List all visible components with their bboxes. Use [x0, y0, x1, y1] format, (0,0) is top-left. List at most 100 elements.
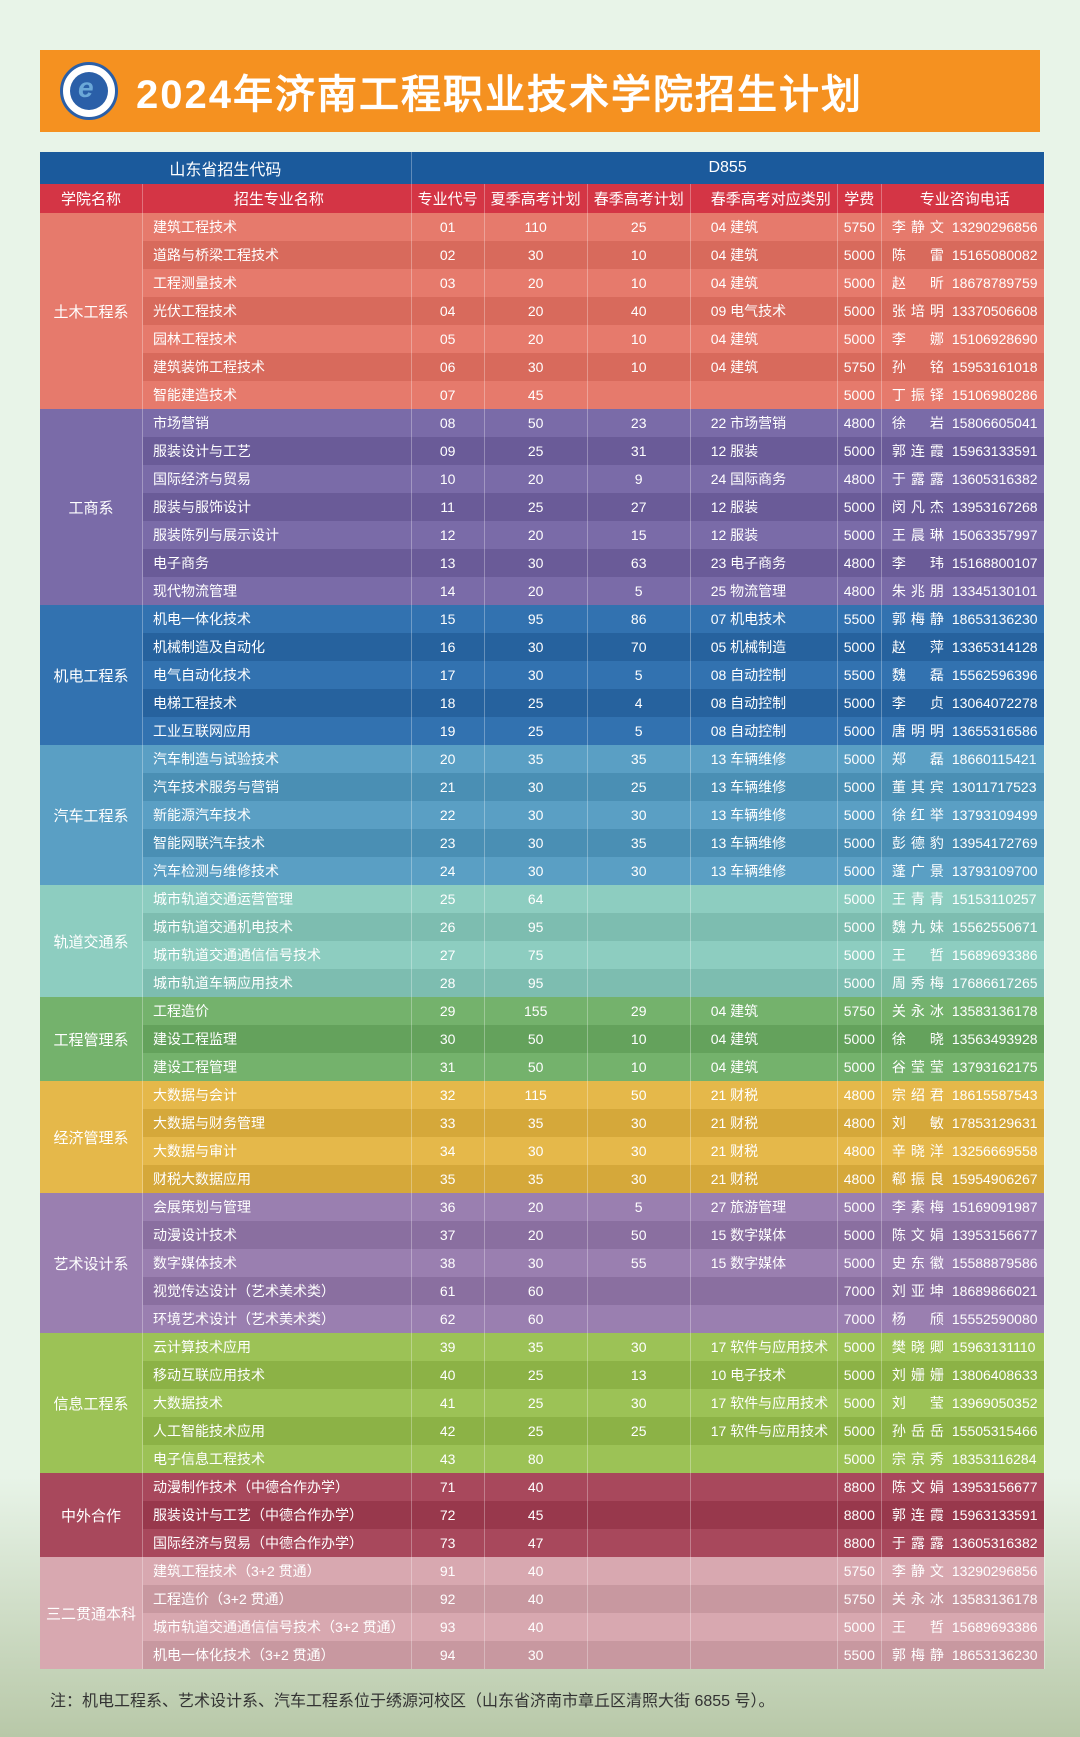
cell: 10 [587, 241, 690, 269]
cell: 电梯工程技术 [143, 689, 412, 717]
cell: 40 [484, 1585, 587, 1613]
cell: 10 [587, 1053, 690, 1081]
footnote: 注：机电工程系、艺术设计系、汽车工程系位于绣源河校区（山东省济南市章丘区清照大街… [40, 1681, 1040, 1717]
dept-name: 工商系 [40, 409, 143, 605]
contact-cell: 李 贞13064072278 [881, 689, 1044, 717]
cell: 63 [587, 549, 690, 577]
contact-cell: 闵凡杰13953167268 [881, 493, 1044, 521]
cell: 50 [484, 1025, 587, 1053]
cell: 5000 [837, 325, 881, 353]
cell: 13 车辆维修 [690, 745, 837, 773]
table-row: 环境艺术设计（艺术美术类）62607000杨 颀15552590080 [40, 1305, 1044, 1333]
cell [690, 1445, 837, 1473]
cell [587, 1277, 690, 1305]
cell: 20 [484, 577, 587, 605]
cell: 04 建筑 [690, 997, 837, 1025]
table-row: 服装陈列与展示设计12201512 服装5000王晨琳15063357997 [40, 521, 1044, 549]
table-row: 移动互联应用技术40251310 电子技术5000刘姗姗13806408633 [40, 1361, 1044, 1389]
dept-name: 工程管理系 [40, 997, 143, 1081]
table-row: 智能网联汽车技术23303513 车辆维修5000彭德豹13954172769 [40, 829, 1044, 857]
contact-cell: 宗京秀18353116284 [881, 1445, 1044, 1473]
cell [690, 1557, 837, 1585]
cell: 服装设计与工艺（中德合作办学） [143, 1501, 412, 1529]
cell: 25 [484, 437, 587, 465]
table-row: 建筑装饰工程技术06301004 建筑5750孙 铭15953161018 [40, 353, 1044, 381]
cell: 02 [411, 241, 484, 269]
cell: 5000 [837, 829, 881, 857]
cell: 61 [411, 1277, 484, 1305]
cell: 17 [411, 661, 484, 689]
contact-cell: 张培明13370506608 [881, 297, 1044, 325]
cell: 40 [484, 1473, 587, 1501]
cell: 环境艺术设计（艺术美术类） [143, 1305, 412, 1333]
cell: 04 建筑 [690, 353, 837, 381]
cell: 04 建筑 [690, 213, 837, 241]
cell: 25 [484, 1389, 587, 1417]
table-row: 土木工程系建筑工程技术011102504 建筑5750李静文1329029685… [40, 213, 1044, 241]
cell: 机电一体化技术 [143, 605, 412, 633]
cell: 13 [411, 549, 484, 577]
cell: 机械制造及自动化 [143, 633, 412, 661]
cell [690, 1501, 837, 1529]
cell: 35 [484, 1109, 587, 1137]
cell: 12 服装 [690, 437, 837, 465]
cell: 13 车辆维修 [690, 801, 837, 829]
col-summer: 夏季高考计划 [484, 184, 587, 213]
cell [690, 913, 837, 941]
table-row: 服装与服饰设计11252712 服装5000闵凡杰13953167268 [40, 493, 1044, 521]
cell: 01 [411, 213, 484, 241]
cell: 32 [411, 1081, 484, 1109]
cell: 42 [411, 1417, 484, 1445]
contact-cell: 李 玮15168800107 [881, 549, 1044, 577]
cell: 5750 [837, 1557, 881, 1585]
contact-cell: 刘亚坤18689866021 [881, 1277, 1044, 1305]
cell: 94 [411, 1641, 484, 1669]
cell: 11 [411, 493, 484, 521]
cell: 25 [484, 717, 587, 745]
cell: 18 [411, 689, 484, 717]
cell: 93 [411, 1613, 484, 1641]
cell: 20 [484, 297, 587, 325]
cell: 财税大数据应用 [143, 1165, 412, 1193]
cell: 04 建筑 [690, 1053, 837, 1081]
cell: 17 软件与应用技术 [690, 1333, 837, 1361]
cell: 31 [411, 1053, 484, 1081]
col-dept: 学院名称 [40, 184, 143, 213]
cell: 20 [484, 1193, 587, 1221]
cell: 5000 [837, 1193, 881, 1221]
cell: 07 机电技术 [690, 605, 837, 633]
cell: 21 财税 [690, 1137, 837, 1165]
cell: 40 [484, 1557, 587, 1585]
cell: 36 [411, 1193, 484, 1221]
cell: 电子信息工程技术 [143, 1445, 412, 1473]
cell: 15 [411, 605, 484, 633]
contact-cell: 赵 萍13365314128 [881, 633, 1044, 661]
cell: 91 [411, 1557, 484, 1585]
contact-cell: 李静文13290296856 [881, 1557, 1044, 1585]
cell: 5000 [837, 1445, 881, 1473]
table-row: 工商系市场营销08502322 市场营销4800徐 岩15806605041 [40, 409, 1044, 437]
cell: 大数据技术 [143, 1389, 412, 1417]
cell: 工业互联网应用 [143, 717, 412, 745]
cell: 城市轨道交通通信信号技术 [143, 941, 412, 969]
contact-cell: 李静文13290296856 [881, 213, 1044, 241]
cell: 5000 [837, 521, 881, 549]
cell: 5000 [837, 1333, 881, 1361]
cell: 5000 [837, 633, 881, 661]
cell [587, 913, 690, 941]
contact-cell: 樊晓卿15963131110 [881, 1333, 1044, 1361]
col-category: 春季高考对应类别 [690, 184, 837, 213]
cell: 13 车辆维修 [690, 773, 837, 801]
cell: 04 建筑 [690, 325, 837, 353]
cell: 08 [411, 409, 484, 437]
cell: 城市轨道车辆应用技术 [143, 969, 412, 997]
cell [690, 381, 837, 409]
cell: 24 [411, 857, 484, 885]
table-row: 机电一体化技术（3+2 贯通）94305500郭梅静18653136230 [40, 1641, 1044, 1669]
cell: 27 [587, 493, 690, 521]
cell: 国际经济与贸易 [143, 465, 412, 493]
contact-cell: 丁振铎15106980286 [881, 381, 1044, 409]
cell: 64 [484, 885, 587, 913]
cell: 5000 [837, 269, 881, 297]
cell: 4800 [837, 577, 881, 605]
